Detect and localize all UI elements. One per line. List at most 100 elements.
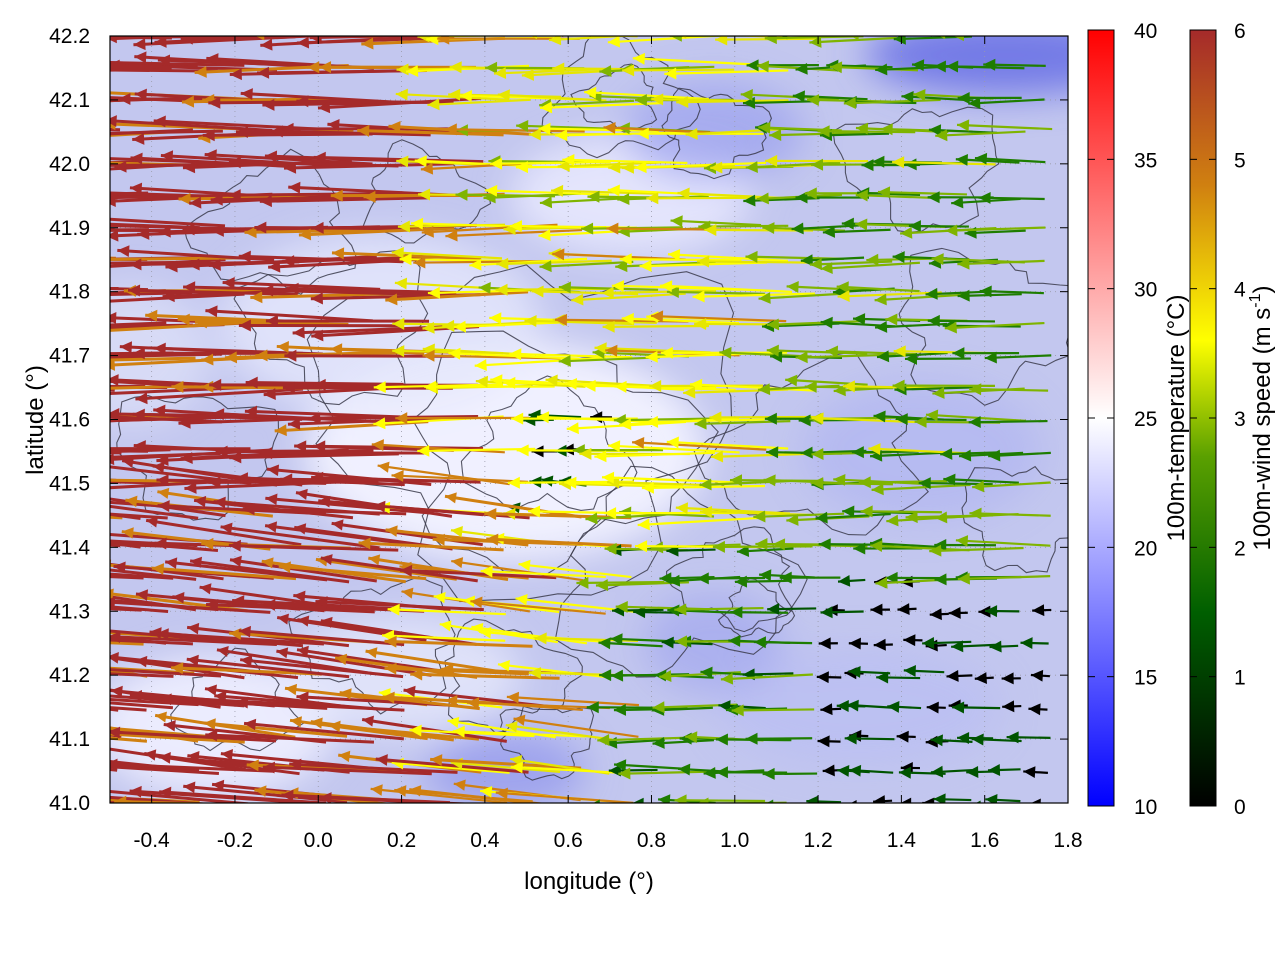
wind-vector-head [989, 640, 1002, 653]
wind-vector-head [651, 93, 664, 106]
wind-vector-head [720, 672, 734, 685]
wind-vector [286, 282, 457, 295]
wind-vector-shaft [597, 736, 691, 742]
wind-vector [110, 228, 171, 233]
wind-vector [451, 557, 584, 582]
wind-vector-head [897, 603, 910, 616]
wind-vector [110, 795, 211, 803]
wind-vector-head [77, 192, 89, 204]
temperature-colorbar: 10 15 20 25 30 35 40 100m-temperature (°C) [1087, 20, 1190, 819]
wind-vector-head [674, 794, 687, 803]
wind-vector [357, 124, 504, 137]
wind-colorbar-ticks: 0 1 2 3 4 5 6 [1190, 20, 1246, 819]
wind-vector-head [157, 54, 171, 67]
wind-vector-head [212, 779, 225, 792]
wind-vector-head [320, 554, 333, 566]
wind-vector-head [80, 443, 92, 455]
wind-vector [908, 220, 969, 233]
wind-vector [328, 720, 480, 741]
wind-vector-head [4, 97, 16, 109]
wind-vector-head [892, 251, 905, 264]
wind-vector [110, 707, 119, 712]
wind-vector-head [795, 62, 808, 75]
wind-vector-shaft [286, 286, 457, 295]
wind-vector-shaft [410, 672, 560, 680]
wind-vector-head [29, 531, 41, 543]
wind-vector-head [848, 665, 861, 678]
wind-vector-head [558, 281, 571, 294]
wind-vector-shaft [536, 415, 662, 424]
wind-vector-head [538, 229, 551, 241]
wind-vector-head [186, 654, 199, 667]
wind-vector-shaft [110, 736, 148, 743]
wind-vector-head [406, 65, 419, 77]
wind-vector-head [528, 666, 542, 679]
wind-vector-head [30, 190, 42, 202]
wind-vector-head [9, 651, 21, 662]
wind-vector-head [816, 671, 829, 684]
wind-vector-head [451, 557, 464, 569]
wind-vector-head [951, 640, 964, 653]
wind-vector-head [132, 132, 145, 145]
wind-vector [368, 554, 509, 582]
wind-vector [399, 564, 557, 580]
wind-vector [110, 217, 226, 228]
temperature-blob [865, 36, 1068, 96]
wind-vector [452, 725, 586, 738]
wind-vector-head [892, 379, 905, 392]
wind-vector-head [286, 282, 299, 295]
wind-vector-head [850, 36, 859, 41]
wind-vector-head [822, 764, 835, 777]
wind-vector [753, 510, 845, 523]
wind-vector-head [703, 162, 717, 175]
wind-vector-shaft [795, 353, 896, 359]
wind-vector-head [264, 150, 278, 163]
wind-vector-head [666, 436, 679, 449]
wind-vector-head [330, 189, 343, 202]
wind-vector-shaft [957, 259, 1045, 266]
wind-vector-shaft [262, 765, 432, 776]
wind-vector-head [521, 68, 535, 81]
wind-vector-head [945, 224, 958, 237]
wind-vector-head [90, 742, 102, 753]
wind-vector [632, 52, 762, 66]
wind-vector-head [811, 412, 824, 425]
wind-vector-head [421, 225, 434, 238]
wind-vector-head [1028, 703, 1041, 716]
wind-vector-head [528, 128, 541, 141]
wind-vector-head [242, 503, 255, 516]
wind-vector-head [719, 346, 732, 359]
wind-vector-shaft [489, 160, 611, 165]
y-tick-label: 41.7 [49, 345, 90, 368]
wind-vector-shaft [968, 98, 1045, 105]
x-tick-label: 0.0 [304, 829, 333, 852]
wind-vector-head [715, 733, 728, 746]
wind-vector-shaft [313, 155, 484, 164]
wind-vector-head [137, 227, 150, 240]
wind-vector-head [373, 417, 386, 430]
wind-vector [151, 563, 297, 581]
wind-vector-head [603, 122, 616, 134]
wind-vector [660, 280, 793, 293]
wind-vector-head [988, 449, 1001, 462]
wind-vector-shaft [820, 261, 920, 270]
wind-vector [259, 195, 430, 208]
wind-vector-head [4, 258, 16, 270]
wind-vector-head [399, 564, 413, 577]
wind-vector-head [489, 312, 502, 325]
wind-vector [395, 412, 530, 425]
wind-vector-head [769, 128, 782, 141]
wind-vector-head [757, 383, 771, 396]
wind-vector [939, 36, 946, 40]
wind-vector-head [320, 616, 333, 628]
wind-vector [806, 795, 842, 803]
wind-vector-head [893, 345, 906, 358]
wind-vector-head [659, 670, 672, 683]
wind-vector-head [734, 575, 748, 588]
wind-vector [313, 151, 484, 164]
wind-vector-head [955, 153, 968, 166]
wind-vector-shaft [222, 280, 381, 291]
wind-vector-head [809, 258, 823, 271]
wind-vector-head [110, 726, 121, 739]
wind-vector-shaft [894, 386, 974, 391]
